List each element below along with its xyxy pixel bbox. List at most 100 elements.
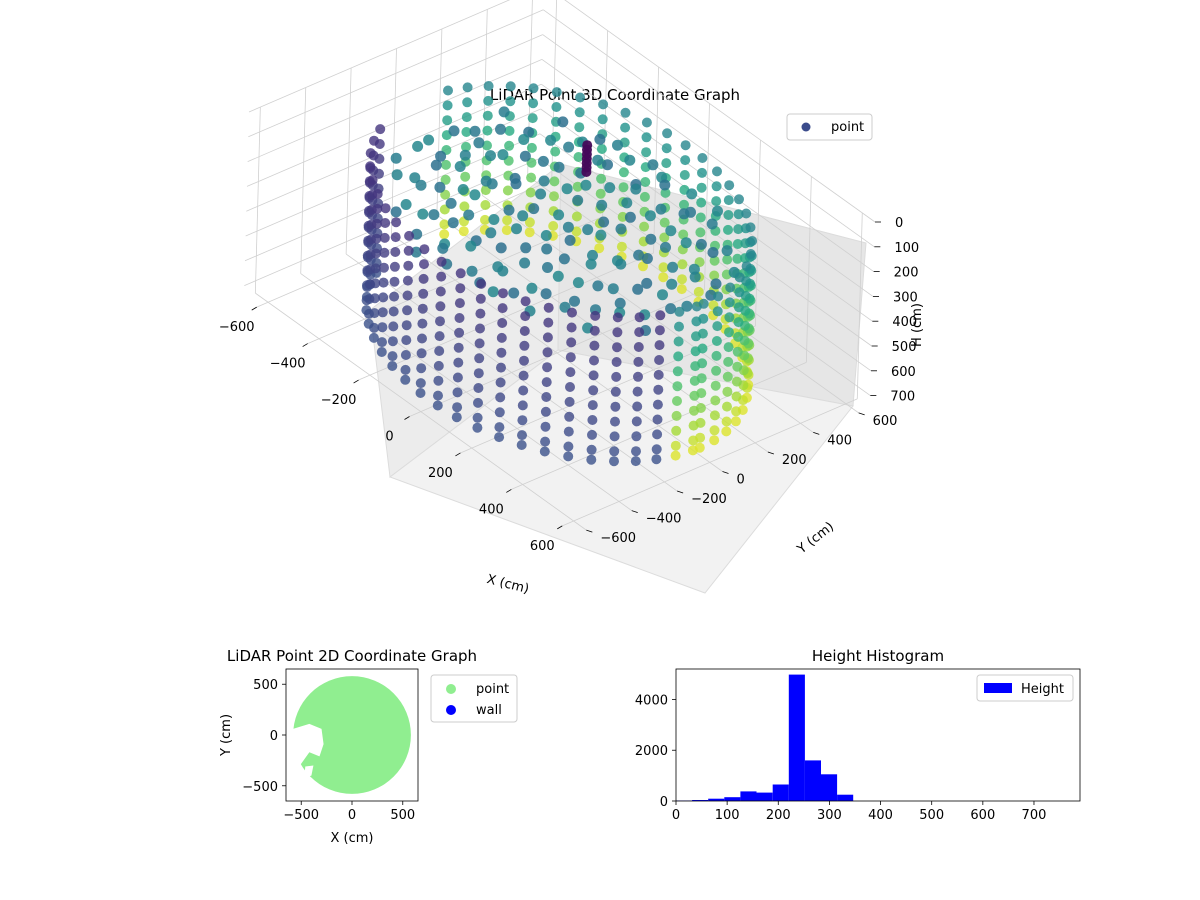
scan-gap xyxy=(304,765,314,778)
wall-point xyxy=(609,431,620,442)
wall-point xyxy=(542,362,553,373)
x-tick-label: 500 xyxy=(919,808,944,823)
wall-point xyxy=(371,248,382,259)
wall-point xyxy=(723,224,733,235)
wall-point xyxy=(371,233,382,244)
wall-point xyxy=(403,260,414,271)
wall-point xyxy=(440,189,451,200)
histogram-title: Height Histogram xyxy=(812,647,944,665)
wall-point xyxy=(371,218,382,229)
histogram-bar xyxy=(804,760,821,801)
wall-point xyxy=(497,318,508,328)
floor-point xyxy=(707,247,719,258)
chart3d-zlabel: H (cm) xyxy=(910,303,925,347)
wall-point xyxy=(388,306,399,317)
wall-point xyxy=(641,117,652,128)
wall-point xyxy=(540,406,551,417)
wall-point xyxy=(367,175,378,185)
wall-point xyxy=(400,374,411,385)
y-tick-label: 400 xyxy=(827,433,852,448)
wall-point xyxy=(709,410,720,421)
wall-point xyxy=(400,350,411,360)
gridline-back-z xyxy=(542,34,874,272)
x-tick-mark xyxy=(404,416,410,420)
floor-point xyxy=(621,197,633,209)
wall-point xyxy=(630,456,641,467)
floor-point xyxy=(604,182,616,194)
x-tick-mark xyxy=(251,306,257,311)
gridline-back-z xyxy=(541,83,873,322)
gridline-back-z xyxy=(564,0,876,223)
wall-point xyxy=(609,446,620,457)
wall-point xyxy=(611,371,622,382)
wall-point xyxy=(670,450,681,461)
wall-point xyxy=(731,376,742,387)
wall-point xyxy=(618,182,629,193)
wall-point xyxy=(709,270,720,281)
wall-point xyxy=(458,226,469,237)
floor-point xyxy=(528,203,540,215)
wall-point xyxy=(658,262,669,273)
wall-point xyxy=(733,331,744,342)
floor-point xyxy=(665,225,677,237)
floor-point xyxy=(390,206,402,218)
floor-point xyxy=(562,221,574,233)
gridline-floor-y xyxy=(300,273,632,511)
floor-point xyxy=(412,140,424,152)
wall-point xyxy=(589,325,600,336)
x-tick-label: 200 xyxy=(428,466,453,481)
wall-point xyxy=(596,173,607,184)
x-tick-label: 700 xyxy=(1022,808,1047,823)
chart3d-ylabel: Y (cm) xyxy=(794,519,837,557)
wall-point xyxy=(387,361,398,371)
wall-point xyxy=(525,187,536,198)
wall-point xyxy=(594,243,605,254)
wall-point xyxy=(722,371,733,382)
floor-point xyxy=(580,179,592,191)
floor-point xyxy=(680,237,692,249)
x-tick-label: −600 xyxy=(219,320,255,335)
y-tick-label: −400 xyxy=(646,512,682,527)
floor-point xyxy=(542,262,553,273)
histogram-frame xyxy=(675,668,1081,802)
floor-point xyxy=(511,223,522,235)
floor-point xyxy=(712,205,723,217)
floor-point xyxy=(447,217,459,229)
wall-point xyxy=(673,351,684,362)
floor-point xyxy=(454,161,466,172)
wall-point xyxy=(378,277,389,288)
wall-point xyxy=(747,236,758,246)
wall-point xyxy=(711,365,722,376)
wall-point xyxy=(734,194,744,205)
wall-point xyxy=(711,350,722,361)
wall-point xyxy=(721,426,732,437)
wall-point xyxy=(695,227,706,238)
gridline-floor-y xyxy=(345,253,678,492)
floor-point xyxy=(689,271,701,283)
wall-point xyxy=(462,97,473,108)
legend-marker-wall xyxy=(446,705,456,715)
x-tick-label: 0 xyxy=(348,808,356,823)
floor-point xyxy=(457,184,469,195)
floor-point xyxy=(485,150,496,162)
wall-point xyxy=(653,384,664,395)
wall-point xyxy=(693,286,704,297)
wall-point xyxy=(689,375,700,386)
wall-point xyxy=(377,307,388,318)
wall-point xyxy=(574,107,585,118)
wall-point xyxy=(403,245,414,256)
wall-point xyxy=(712,321,723,332)
pillar-point xyxy=(581,167,592,177)
chart2d-title: LiDAR Point 2D Coordinate Graph xyxy=(227,647,477,665)
wall-point xyxy=(369,135,379,146)
wall-point xyxy=(596,144,607,154)
x-tick-label: 100 xyxy=(715,808,740,823)
wall-point xyxy=(565,382,575,392)
wall-point xyxy=(631,446,641,457)
wall-point xyxy=(439,229,450,240)
wall-point xyxy=(459,201,470,212)
wall-point xyxy=(632,401,643,412)
floor-point xyxy=(415,179,427,191)
floor-point xyxy=(517,210,529,222)
floor-point xyxy=(552,270,564,282)
